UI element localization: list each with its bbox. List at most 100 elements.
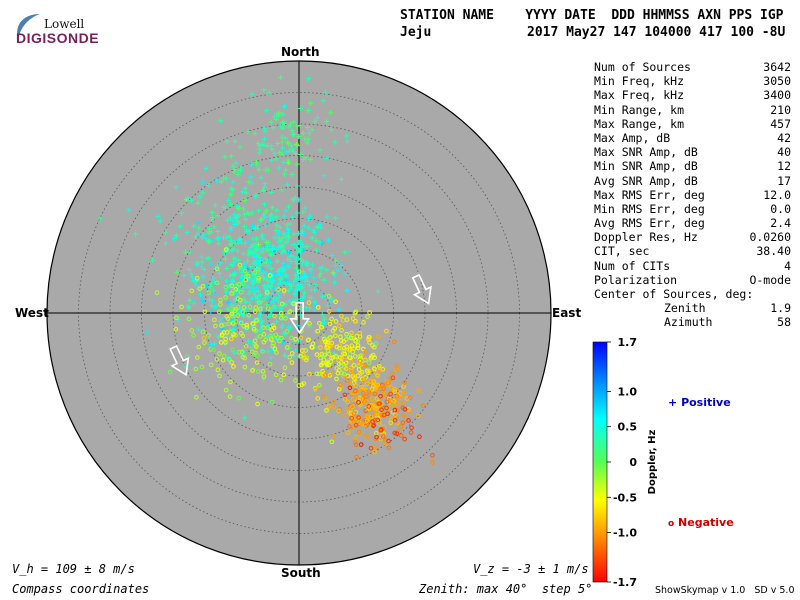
- negative-source: [381, 434, 386, 439]
- positive-source: [257, 328, 263, 334]
- stat-label: Num of CITs: [594, 258, 671, 273]
- negative-source: [353, 309, 359, 315]
- negative-source: [366, 389, 372, 395]
- stat-value: O-mode: [749, 272, 791, 287]
- positive-source: [280, 231, 286, 237]
- positive-source: [330, 270, 336, 276]
- negative-source: [384, 399, 390, 405]
- positive-source: [212, 331, 218, 337]
- negative-source: [278, 310, 284, 316]
- positive-source: [268, 355, 274, 361]
- negative-source: [223, 336, 228, 342]
- negative-source: [358, 397, 364, 402]
- negative-source: [244, 325, 250, 330]
- positive-source: [263, 222, 269, 228]
- stat-row: Avg SNR Amp, dB 17: [594, 174, 791, 188]
- negative-source: [350, 349, 356, 355]
- positive-source: [228, 273, 234, 279]
- positive-source: [306, 225, 312, 231]
- positive-source: [276, 267, 282, 273]
- negative-source: [298, 353, 304, 359]
- positive-source: [289, 128, 295, 134]
- positive-source: [300, 274, 306, 280]
- negative-source: [167, 369, 173, 375]
- positive-source: [232, 324, 238, 330]
- positive-source: [307, 271, 313, 277]
- negative-source: [223, 295, 228, 300]
- center-zenith: Zenith 1.9: [664, 301, 791, 316]
- negative-source: [315, 396, 321, 401]
- positive-source: [280, 145, 286, 151]
- negative-source: [353, 395, 359, 400]
- colorbar-tick-label: -0.5: [613, 491, 637, 504]
- positive-source: [186, 267, 192, 273]
- positive-source: [195, 200, 201, 206]
- negative-source: [276, 287, 281, 292]
- positive-source: [241, 285, 247, 291]
- negative-source: [274, 350, 279, 355]
- negative-source: [256, 369, 261, 374]
- stat-row: Min SNR Amp, dB 12: [594, 159, 791, 173]
- positive-source: [216, 240, 222, 246]
- positive-source: [226, 198, 232, 204]
- negative-source: [229, 360, 234, 365]
- colorbar-tick-label: -1.7: [613, 576, 637, 589]
- positive-source: [321, 277, 327, 283]
- negative-source: [325, 359, 330, 365]
- positive-source: [314, 219, 320, 225]
- positive-source: [201, 266, 207, 272]
- negative-source: [416, 413, 421, 419]
- negative-source: [357, 353, 363, 359]
- stat-label: Max SNR Amp, dB: [594, 145, 698, 160]
- positive-source: [268, 119, 274, 125]
- negative-source: [331, 433, 336, 438]
- positive-source: [332, 279, 338, 285]
- negative-source: [392, 430, 398, 436]
- negative-source: [267, 361, 273, 367]
- negative-source: [355, 339, 360, 344]
- positive-source: [262, 284, 268, 290]
- negative-source: [327, 373, 333, 378]
- positive-source: [270, 304, 276, 310]
- positive-source: [319, 265, 325, 271]
- positive-source: [206, 255, 212, 261]
- negative-source: [349, 415, 354, 421]
- negative-source: [173, 326, 179, 332]
- negative-source: [364, 434, 370, 440]
- negative-source: [200, 329, 206, 335]
- positive-source: [200, 190, 206, 196]
- negative-source: [347, 385, 353, 391]
- negative-source: [349, 330, 354, 336]
- negative-source: [320, 369, 325, 374]
- stat-value: 42: [777, 130, 791, 145]
- negative-source: [305, 337, 311, 343]
- positive-source: [286, 160, 292, 166]
- negative-source: [364, 394, 369, 399]
- negative-source: [224, 314, 230, 319]
- positive-source: [263, 167, 269, 173]
- positive-source: [269, 205, 275, 211]
- negative-source: [357, 330, 363, 336]
- negative-source: [376, 334, 381, 339]
- positive-source: [163, 240, 169, 246]
- center-title: Center of Sources, deg:: [594, 287, 754, 301]
- negative-source: [238, 289, 244, 295]
- negative-source: [366, 369, 371, 374]
- negative-source: [279, 301, 285, 307]
- positive-source: [245, 282, 251, 288]
- negative-source: [373, 341, 379, 346]
- negative-source: [388, 420, 394, 426]
- negative-source: [365, 314, 370, 319]
- negative-source: [289, 360, 295, 365]
- negative-source: [226, 356, 232, 362]
- positive-source: [260, 236, 266, 242]
- positive-source: [286, 341, 292, 347]
- positive-source: [293, 150, 299, 156]
- positive-source: [133, 231, 139, 237]
- positive-source: [242, 185, 248, 191]
- software-version: ShowSkymap v 1.0 SD v 5.0: [655, 585, 795, 596]
- negative-source: [315, 328, 321, 334]
- positive-source: [325, 237, 331, 243]
- negative-source: [254, 360, 260, 365]
- positive-source: [312, 287, 318, 293]
